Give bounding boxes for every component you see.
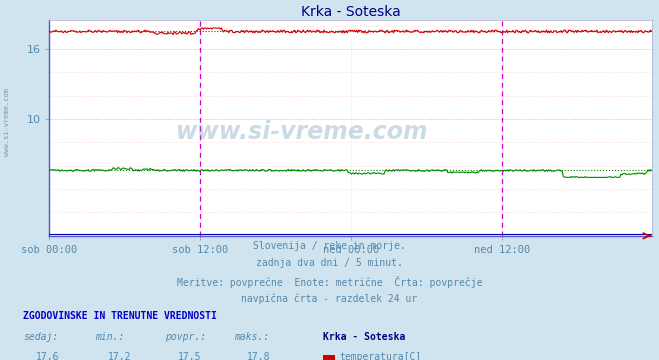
- Text: sedaj:: sedaj:: [23, 332, 58, 342]
- Text: povpr.:: povpr.:: [165, 332, 206, 342]
- Text: www.si-vreme.com: www.si-vreme.com: [3, 89, 10, 156]
- Text: Krka - Soteska: Krka - Soteska: [323, 332, 405, 342]
- Text: navpična črta - razdelek 24 ur: navpična črta - razdelek 24 ur: [241, 293, 418, 303]
- Text: 17,2: 17,2: [108, 352, 132, 360]
- Text: Slovenija / reke in morje.: Slovenija / reke in morje.: [253, 241, 406, 251]
- Text: ZGODOVINSKE IN TRENUTNE VREDNOSTI: ZGODOVINSKE IN TRENUTNE VREDNOSTI: [23, 311, 217, 321]
- Text: temperatura[C]: temperatura[C]: [339, 352, 422, 360]
- Text: www.si-vreme.com: www.si-vreme.com: [177, 120, 429, 144]
- Text: Meritve: povprečne  Enote: metrične  Črta: povprečje: Meritve: povprečne Enote: metrične Črta:…: [177, 276, 482, 288]
- Text: 17,6: 17,6: [36, 352, 59, 360]
- Text: 17,8: 17,8: [246, 352, 270, 360]
- Text: 17,5: 17,5: [177, 352, 201, 360]
- Text: maks.:: maks.:: [234, 332, 269, 342]
- Title: Krka - Soteska: Krka - Soteska: [301, 5, 401, 19]
- Text: min.:: min.:: [96, 332, 125, 342]
- Text: zadnja dva dni / 5 minut.: zadnja dva dni / 5 minut.: [256, 258, 403, 269]
